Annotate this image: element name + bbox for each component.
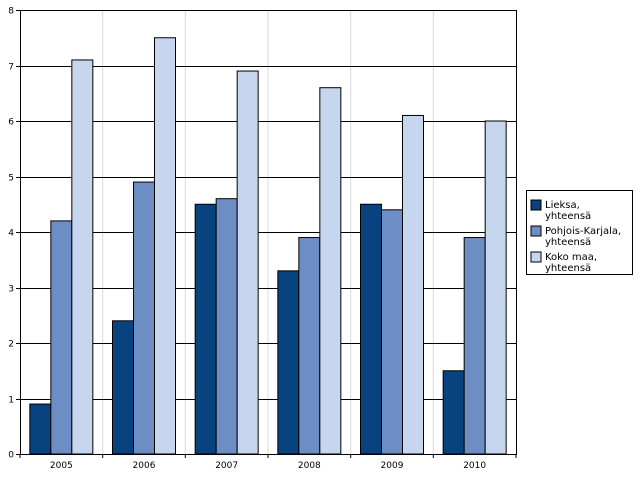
legend-label-1: Lieksa, <box>545 200 580 211</box>
legend-label-1: yhteensä <box>545 211 591 222</box>
bar-2-2006 <box>133 181 155 455</box>
bar-2-2009 <box>381 209 403 455</box>
bar-2-2008 <box>298 237 321 455</box>
y-tick-label: 6 <box>8 118 14 128</box>
y-tick-label: 5 <box>8 174 14 184</box>
y-tick-label: 4 <box>8 229 14 239</box>
x-tick-label: 2006 <box>133 461 156 471</box>
y-tick-label: 8 <box>8 7 14 17</box>
bar-3-2009 <box>402 114 424 455</box>
grid-lines <box>20 10 516 454</box>
legend: Lieksa,yhteensäPohjois-Karjala,yhteensäK… <box>526 190 633 275</box>
y-tick-label: 1 <box>8 396 14 406</box>
y-tick-label: 3 <box>8 285 14 295</box>
legend-swatch-3 <box>530 251 542 263</box>
legend-box <box>526 190 633 275</box>
bar-2-2005 <box>50 220 73 455</box>
bar-1-2010 <box>442 370 465 455</box>
bar-3-2006 <box>154 37 176 455</box>
y-tick-label: 2 <box>8 340 14 350</box>
bar-3-2010 <box>484 120 507 455</box>
legend-swatch-1 <box>530 199 542 211</box>
x-tick-label: 2008 <box>298 461 321 471</box>
bar-1-2008 <box>277 270 300 455</box>
x-tick-label: 2010 <box>463 461 486 471</box>
axes: 0 1 2 3 4 5 6 7 8 2005 2006 2007 2008 2009 2010 <box>8 7 517 471</box>
legend-swatch-2 <box>530 225 542 237</box>
x-tick-label: 2007 <box>215 461 238 471</box>
x-tick-label: 2009 <box>381 461 404 471</box>
bar-1-2009 <box>360 203 382 455</box>
y-tick-label: 7 <box>8 63 14 73</box>
bar-2-2010 <box>463 237 486 455</box>
bar-3-2007 <box>236 70 259 455</box>
bar-1-2006 <box>112 320 134 455</box>
bar-3-2008 <box>319 87 342 455</box>
plot-frame <box>20 10 517 455</box>
bar-3-2005 <box>71 59 94 455</box>
bar-2-2007 <box>215 198 238 455</box>
legend-label-3: Koko maa, <box>545 252 597 263</box>
bar-1-2005 <box>29 403 52 455</box>
bars <box>29 37 507 455</box>
bar-1-2007 <box>194 203 217 455</box>
y-tick-label: 0 <box>8 451 14 461</box>
x-tick-label: 2005 <box>50 461 73 471</box>
legend-label-3: yhteensä <box>545 263 591 274</box>
legend-label-2: yhteensä <box>545 237 591 248</box>
legend-label-2: Pohjois-Karjala, <box>545 226 621 237</box>
